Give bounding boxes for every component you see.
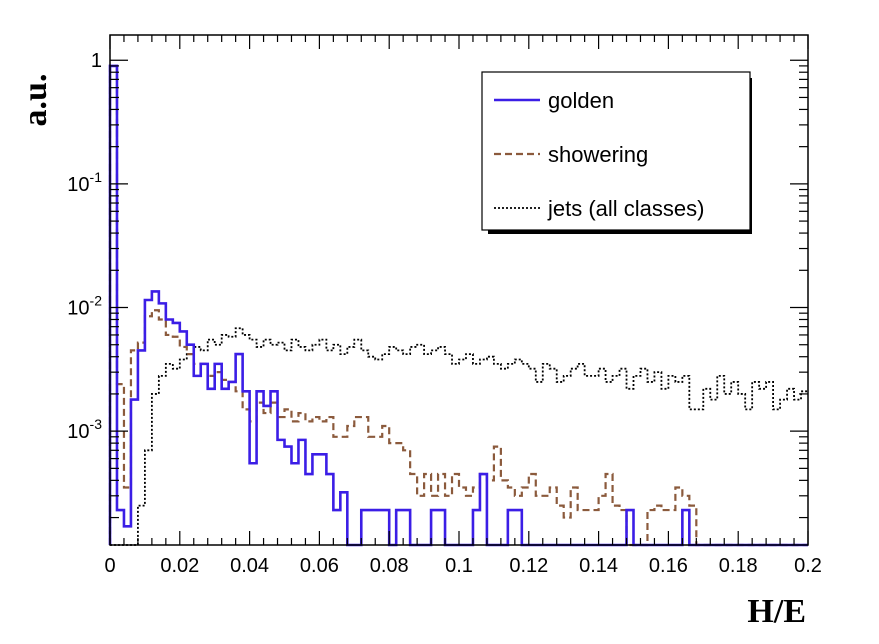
legend-label-golden: golden [548,88,614,113]
y-tick-label: 10-3 [67,416,102,443]
x-tick-label: 0.14 [579,555,618,577]
x-axis-title: H/E [747,593,806,630]
legend: golden showering jets (all classes) [481,71,752,234]
x-tick-label: 0.02 [160,555,199,577]
x-tick-label: 0.12 [509,555,548,577]
x-tick-label: 0.2 [794,555,822,577]
legend-label-jets: jets (all classes) [547,196,704,221]
x-tick-label: 0.18 [719,555,758,577]
ticks-layer [109,35,809,545]
x-tick-label: 0.08 [370,555,409,577]
legend-label-showering: showering [548,142,648,167]
x-tick-label: 0.04 [230,555,269,577]
x-tick-label: 0.1 [445,555,473,577]
x-tick-label: 0 [104,555,115,577]
legend-box [481,71,751,231]
y-axis-title: a.u. [17,74,54,127]
y-tick-label: 10-1 [67,169,102,196]
y-tick-label: 1 [91,50,102,72]
series-line-jets [110,327,808,546]
x-tick-label: 0.06 [300,555,339,577]
labels-layer: 0 0.02 0.04 0.06 0.08 0.1 0.12 0.14 0.16 0.18 0.2 1… [67,50,822,577]
y-tick-label: 10-2 [67,293,102,320]
x-tick-label: 0.16 [649,555,688,577]
legend-entries: golden showering jets (all classes) [494,88,704,221]
